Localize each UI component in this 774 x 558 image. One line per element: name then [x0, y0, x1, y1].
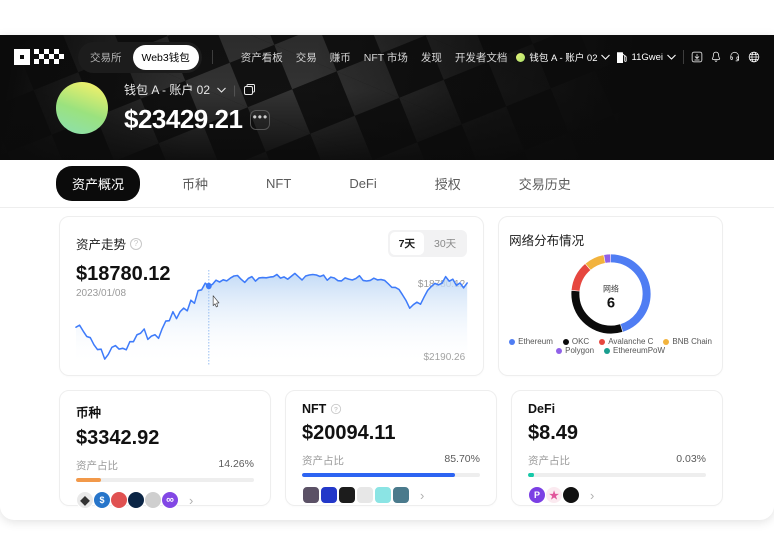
svg-text:6: 6	[606, 296, 614, 312]
svg-text:网络: 网络	[603, 284, 619, 294]
